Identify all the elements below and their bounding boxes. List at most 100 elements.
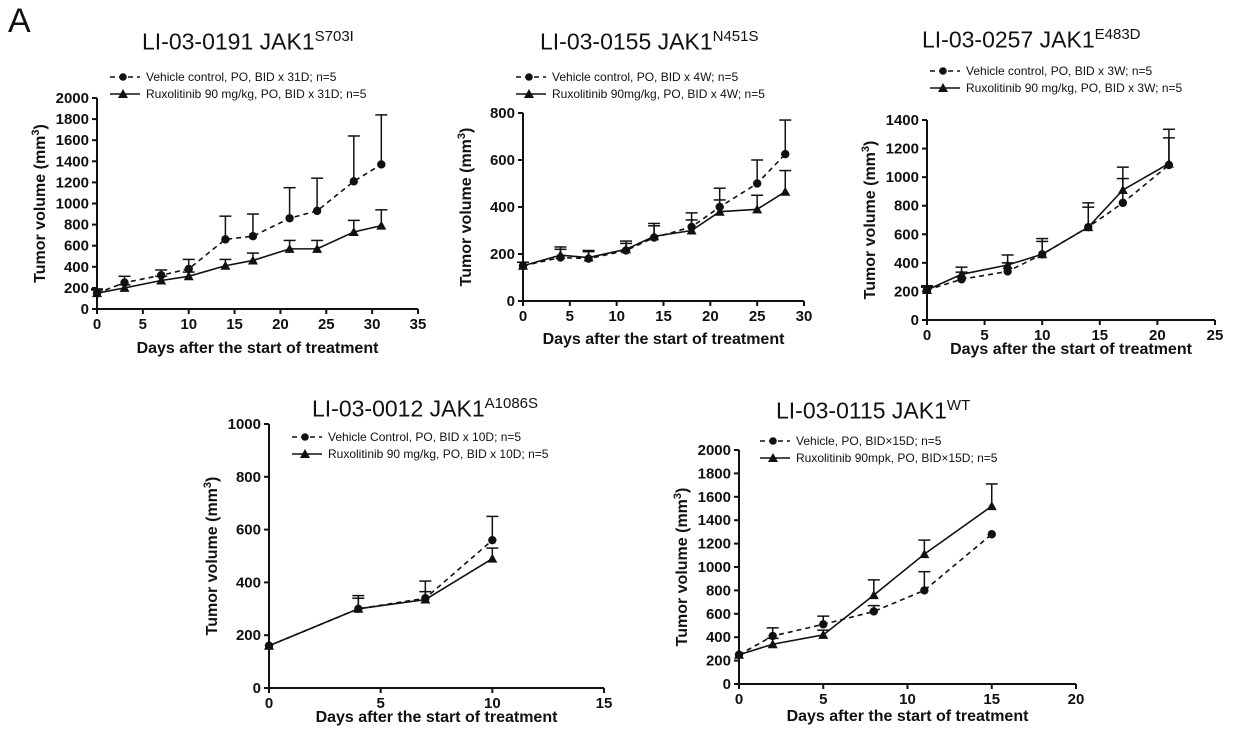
chart4-x-tick-label: 5 bbox=[376, 695, 384, 712]
chart2-series-ruxolitinib-point bbox=[649, 231, 660, 241]
chart-title-1-sup: S703I bbox=[314, 28, 354, 45]
chart3-y-axis-label: Tumor volume (mm3) bbox=[860, 141, 879, 300]
chart-title-2-sup: N451S bbox=[712, 28, 759, 45]
chart5-y-tick-label: 200 bbox=[706, 653, 731, 670]
chart5-series-vehicle-point bbox=[869, 607, 878, 616]
chart3-y-tick-label: 1000 bbox=[886, 169, 919, 186]
chart3-series-vehicle-point bbox=[1003, 267, 1012, 276]
chart3-series-ruxolitinib-line bbox=[926, 162, 1170, 291]
chart5-series-ruxolitinib-point bbox=[767, 639, 778, 649]
chart1-series-vehicle-legend-label: Vehicle control, PO, BID x 31D; n=5 bbox=[146, 70, 337, 84]
chart3-x-tick-label: 10 bbox=[1034, 327, 1051, 344]
chart3-series-ruxolitinib-point bbox=[956, 269, 967, 279]
chart3-y-tick-label: 1400 bbox=[886, 112, 919, 129]
chart1-x-tick-label: 20 bbox=[272, 316, 289, 333]
chart2-x-tick-label: 10 bbox=[608, 308, 625, 325]
chart5-x-tick-label: 0 bbox=[735, 691, 743, 708]
chart5-series-ruxolitinib-legend-marker bbox=[768, 453, 778, 462]
chart4-y-tick-label: 200 bbox=[236, 627, 261, 644]
chart5-x-tick-label: 10 bbox=[899, 691, 916, 708]
chart2-x-axis-label: Days after the start of treatment bbox=[543, 331, 786, 348]
chart2-series-ruxolitinib-point bbox=[583, 252, 594, 262]
chart1-y-tick-label: 1200 bbox=[56, 174, 89, 191]
chart1-y-axis-label: Tumor volume (mm3) bbox=[30, 124, 49, 283]
chart5-series-vehicle-point bbox=[819, 620, 828, 629]
chart1-x-tick-label: 25 bbox=[318, 316, 335, 333]
chart2-series-vehicle-point bbox=[781, 149, 790, 159]
chart5-series-ruxolitinib-point bbox=[986, 501, 997, 511]
chart1-x-axis-label: Days after the start of treatment bbox=[137, 340, 380, 357]
chart3-series-ruxolitinib-point bbox=[1002, 260, 1013, 269]
chart1-y-tick-label: 1600 bbox=[56, 132, 89, 149]
chart2-group: 0 200 400 600 800 0 5 10 15 20 25 30 Days after the … bbox=[456, 70, 812, 348]
chart5-y-tick-label: 1600 bbox=[698, 489, 731, 506]
chart4-x-axis-label: Days after the start of treatment bbox=[316, 709, 559, 726]
chart-title-4-text: LI-03-0012 JAK1 bbox=[312, 395, 485, 422]
chart1-y-tick-label: 2000 bbox=[56, 90, 89, 107]
chart3-series-ruxolitinib-point bbox=[1083, 222, 1094, 232]
chart1-series-ruxolitinib-point bbox=[312, 243, 323, 253]
chart2-x-tick-label: 0 bbox=[519, 308, 527, 325]
chart3-x-tick-label: 5 bbox=[980, 327, 988, 344]
chart5-series-vehicle-legend-label: Vehicle, PO, BID×15D; n=5 bbox=[796, 434, 942, 448]
chart1-series-ruxolitinib-point bbox=[284, 243, 295, 253]
chart5-series-vehicle-line bbox=[738, 533, 993, 656]
chart5-x-tick-label: 5 bbox=[819, 691, 827, 708]
chart2-series-ruxolitinib-point bbox=[752, 204, 763, 214]
chart5-series-vehicle-point bbox=[987, 530, 996, 539]
chart1-series-vehicle-line bbox=[96, 163, 382, 294]
chart5-series-ruxolitinib-point bbox=[868, 590, 879, 600]
chart3-x-tick-label: 25 bbox=[1207, 327, 1224, 344]
chart1-x-tick-label: 0 bbox=[93, 316, 101, 333]
chart2-y-axis-label: Tumor volume (mm3) bbox=[456, 128, 475, 287]
chart5-y-tick-label: 1000 bbox=[698, 559, 731, 576]
chart3-y-tick-label: 400 bbox=[894, 255, 919, 272]
chart1-series-ruxolitinib-point bbox=[183, 271, 194, 281]
chart5-y-tick-label: 1800 bbox=[698, 465, 731, 482]
chart1-x-tick-label: 35 bbox=[410, 316, 427, 333]
chart4-y-tick-label: 600 bbox=[236, 522, 261, 539]
chart-title-5-sup: WT bbox=[946, 397, 971, 414]
chart1-group: 0 200 400 600 800 1000 1200 1400 1600 1800 2000 0 5 1… bbox=[30, 70, 426, 357]
chart1-series-vehicle-point bbox=[285, 214, 294, 223]
chart4-y-tick-label: 400 bbox=[236, 574, 261, 591]
chart1-series-ruxolitinib-point bbox=[376, 220, 387, 230]
chart1-series-vehicle-point bbox=[349, 177, 358, 186]
chart-title-5-text: LI-03-0115 JAK1 bbox=[776, 397, 947, 424]
chart1-series-ruxolitinib-legend-marker bbox=[118, 89, 128, 98]
chart5-y-tick-label: 1200 bbox=[698, 536, 731, 553]
chart3-series-vehicle-legend-marker bbox=[939, 67, 947, 75]
chart4-series-ruxolitinib-point bbox=[353, 603, 364, 613]
chart5-y-tick-label: 0 bbox=[723, 676, 731, 693]
chart3-series-vehicle-point bbox=[1118, 198, 1128, 208]
chart5-x-tick-label: 20 bbox=[1068, 691, 1085, 708]
chart4-series-vehicle-point bbox=[488, 535, 497, 545]
chart1-y-tick-label: 400 bbox=[64, 259, 89, 276]
chart5-series-ruxolitinib-line bbox=[738, 505, 993, 656]
chart4-group: 0 200 400 600 800 1000 0 5 10 15 Days after the st… bbox=[202, 416, 612, 726]
chart2-x-tick-label: 25 bbox=[749, 308, 766, 325]
chart1-series-vehicle-point bbox=[312, 206, 322, 216]
chart1-series-vehicle-point bbox=[157, 271, 166, 280]
chart1-series-ruxolitinib-point bbox=[92, 288, 102, 298]
chart-title-2: LI-03-0155 JAK1N451S bbox=[540, 28, 759, 56]
chart2-y-tick-label: 600 bbox=[490, 152, 515, 169]
chart1-y-tick-label: 1800 bbox=[56, 111, 89, 128]
chart5-y-tick-label: 400 bbox=[706, 629, 731, 646]
chart2-series-vehicle-point bbox=[752, 179, 762, 188]
chart-title-1-text: LI-03-0191 JAK1 bbox=[142, 28, 315, 55]
chart2-x-tick-label: 5 bbox=[566, 308, 574, 325]
chart4-series-ruxolitinib-point bbox=[487, 553, 498, 563]
chart4-series-vehicle-legend-marker bbox=[301, 433, 309, 441]
chart2-y-tick-label: 200 bbox=[490, 246, 515, 263]
chart1-x-tick-label: 10 bbox=[180, 316, 197, 333]
chart2-series-ruxolitinib-point bbox=[555, 250, 566, 260]
chart3-x-axis-label: Days after the start of treatment bbox=[950, 341, 1193, 358]
chart4-series-ruxolitinib-point bbox=[264, 640, 274, 650]
chart4-x-tick-label: 0 bbox=[265, 695, 273, 712]
chart4-x-tick-label: 10 bbox=[484, 695, 501, 712]
chart5-y-tick-label: 800 bbox=[706, 582, 731, 599]
chart2-series-vehicle-legend-label: Vehicle control, PO, BID x 4W; n=5 bbox=[552, 70, 739, 84]
chart3-series-ruxolitinib-legend-label: Ruxolitinib 90 mg/kg, PO, BID x 3W; n=5 bbox=[966, 81, 1183, 95]
chart4-x-tick-label: 15 bbox=[596, 695, 613, 712]
